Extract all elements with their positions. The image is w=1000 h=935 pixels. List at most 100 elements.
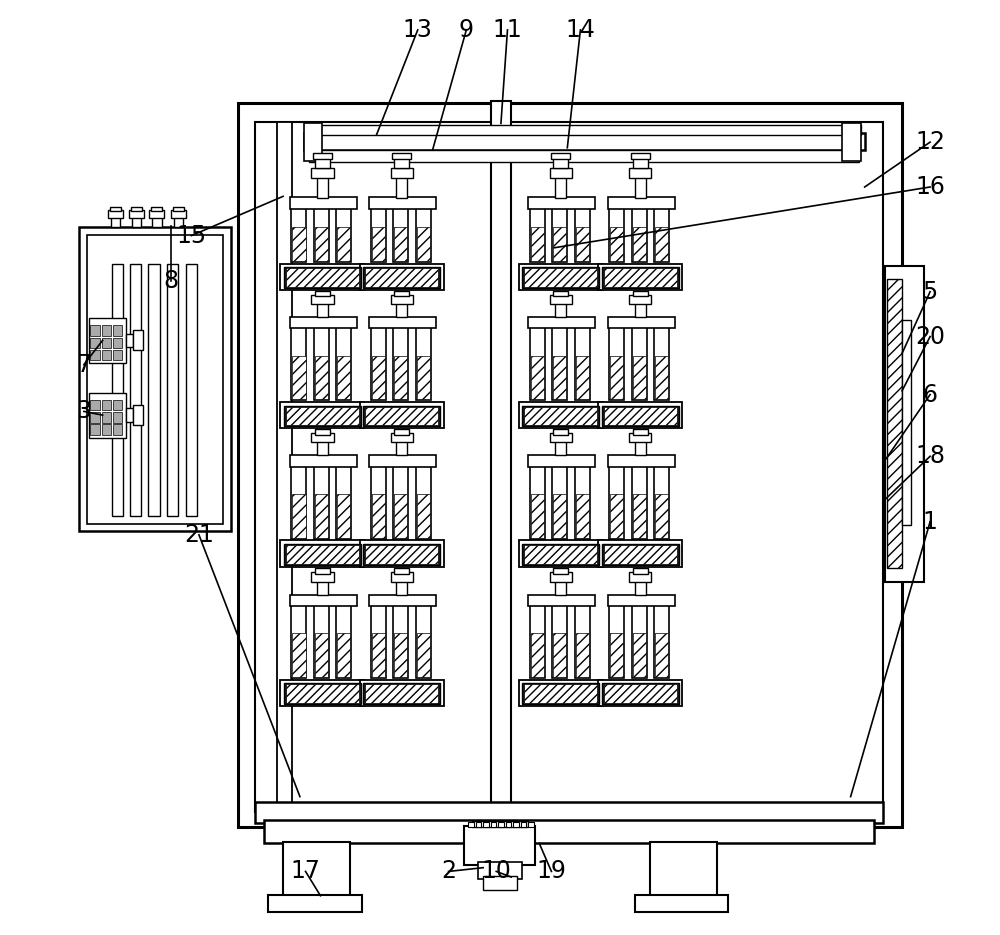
Bar — [528, 595, 595, 606]
Bar — [464, 826, 535, 865]
Bar — [528, 822, 534, 827]
Bar — [371, 598, 386, 678]
Bar — [553, 568, 568, 574]
Bar — [391, 168, 413, 178]
Bar — [284, 267, 361, 288]
Bar — [396, 578, 407, 595]
Bar — [555, 439, 566, 455]
Bar — [468, 822, 474, 827]
Bar — [498, 822, 504, 827]
Bar — [315, 227, 328, 261]
Bar — [290, 197, 357, 209]
Bar — [280, 402, 364, 428]
Bar — [360, 402, 444, 428]
Bar — [173, 207, 184, 211]
Bar — [372, 227, 385, 261]
Bar — [629, 433, 651, 442]
Bar — [113, 412, 122, 423]
Bar — [522, 683, 599, 704]
Bar — [610, 227, 623, 261]
Bar — [315, 429, 330, 435]
Bar — [576, 633, 589, 677]
Bar — [602, 406, 679, 426]
Bar — [365, 407, 438, 425]
Bar — [519, 402, 603, 428]
Bar — [337, 227, 350, 261]
Bar — [631, 153, 650, 159]
Bar — [283, 842, 350, 898]
Bar — [604, 545, 677, 564]
Bar — [371, 459, 386, 539]
Bar — [506, 822, 511, 827]
Bar — [90, 424, 100, 435]
Bar — [291, 201, 306, 262]
Bar — [264, 820, 874, 843]
Bar — [632, 201, 647, 262]
Bar — [112, 264, 123, 516]
Bar — [365, 545, 438, 564]
Bar — [280, 540, 364, 567]
Bar — [530, 201, 545, 262]
Bar — [89, 393, 126, 438]
Bar — [524, 407, 597, 425]
Text: 21: 21 — [184, 523, 214, 547]
Bar — [531, 633, 544, 677]
Bar — [629, 295, 651, 304]
Bar — [255, 122, 883, 812]
Bar — [102, 424, 111, 435]
Bar — [317, 439, 328, 455]
Bar — [629, 168, 651, 178]
Bar — [90, 325, 100, 336]
Bar — [291, 598, 306, 678]
Bar — [633, 494, 646, 538]
Text: 19: 19 — [536, 859, 566, 884]
Bar — [531, 494, 544, 538]
Bar — [360, 264, 444, 290]
Bar — [113, 400, 122, 410]
Bar — [286, 545, 359, 564]
Bar — [635, 439, 646, 455]
Bar — [842, 123, 861, 161]
Bar — [396, 170, 407, 198]
Bar — [369, 455, 436, 467]
Bar — [519, 264, 603, 290]
Bar — [337, 633, 350, 677]
Bar — [417, 494, 430, 538]
Bar — [391, 572, 413, 582]
Bar — [371, 321, 386, 400]
Bar — [394, 494, 407, 538]
Bar — [609, 321, 624, 400]
Bar — [102, 412, 111, 423]
Bar — [89, 318, 126, 363]
Text: 17: 17 — [291, 859, 320, 884]
Bar — [598, 264, 682, 290]
Bar — [417, 633, 430, 677]
Bar — [555, 170, 566, 198]
Bar — [550, 168, 572, 178]
Bar — [417, 355, 430, 399]
Bar — [531, 227, 544, 261]
Bar — [336, 321, 351, 400]
Bar — [286, 268, 359, 287]
Bar — [133, 330, 143, 351]
Bar — [635, 170, 646, 198]
Bar — [519, 680, 603, 706]
Bar — [90, 400, 100, 410]
Text: 3: 3 — [76, 399, 91, 424]
Bar — [363, 406, 440, 426]
Bar — [255, 802, 883, 823]
Bar — [416, 321, 431, 400]
Bar — [311, 433, 334, 442]
Bar — [635, 578, 646, 595]
Bar — [632, 598, 647, 678]
Text: 6: 6 — [923, 382, 938, 407]
Bar — [522, 406, 599, 426]
Bar — [610, 633, 623, 677]
Bar — [610, 355, 623, 399]
Bar — [315, 494, 328, 538]
Bar — [530, 459, 545, 539]
Bar — [315, 355, 328, 399]
Bar — [110, 207, 121, 211]
Text: 20: 20 — [915, 324, 945, 349]
Bar — [608, 317, 675, 328]
